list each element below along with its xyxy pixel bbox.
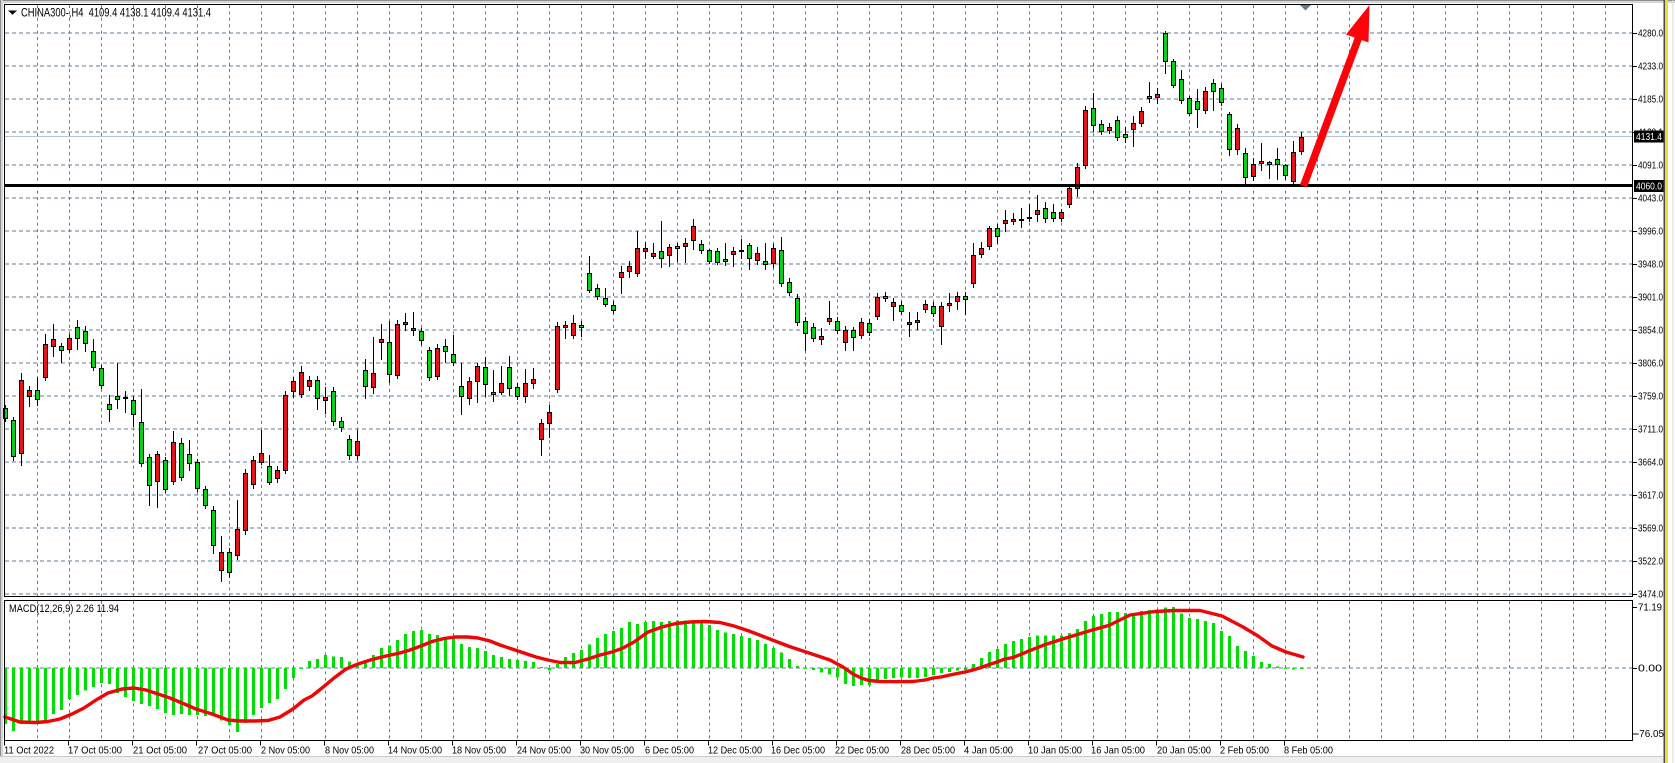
svg-text:12 Dec 05:00: 12 Dec 05:00 [708, 745, 762, 757]
svg-text:3664.0: 3664.0 [1638, 458, 1663, 469]
svg-text:8 Nov 05:00: 8 Nov 05:00 [325, 745, 374, 757]
svg-text:2 Nov 05:00: 2 Nov 05:00 [261, 745, 310, 757]
svg-text:3996.0: 3996.0 [1638, 227, 1663, 238]
svg-text:30 Nov 05:00: 30 Nov 05:00 [580, 745, 634, 757]
svg-text:3948.0: 3948.0 [1638, 260, 1663, 271]
svg-text:3522.0: 3522.0 [1638, 557, 1663, 568]
svg-text:4091.0: 4091.0 [1638, 161, 1663, 172]
svg-text:CHINA300-,H4 4109.4 4138.1 41: CHINA300-,H4 4109.4 4138.1 4109.4 4131.4 [21, 8, 211, 20]
svg-text:8 Feb 05:00: 8 Feb 05:00 [1284, 745, 1333, 757]
svg-text:4 Jan 05:00: 4 Jan 05:00 [964, 745, 1013, 757]
svg-text:71.19: 71.19 [1638, 603, 1662, 614]
svg-text:20 Jan 05:00: 20 Jan 05:00 [1157, 745, 1211, 757]
svg-text:4043.0: 4043.0 [1638, 194, 1663, 205]
svg-text:22 Dec 05:00: 22 Dec 05:00 [835, 745, 889, 757]
svg-text:3711.0: 3711.0 [1638, 425, 1663, 436]
svg-text:3474.0: 3474.0 [1638, 590, 1663, 601]
svg-text:17 Oct 05:00: 17 Oct 05:00 [68, 745, 122, 757]
svg-text:14 Nov 05:00: 14 Nov 05:00 [388, 745, 442, 757]
svg-text:18 Nov 05:00: 18 Nov 05:00 [452, 745, 506, 757]
svg-text:0.00: 0.00 [1638, 664, 1663, 675]
svg-text:21 Oct 05:00: 21 Oct 05:00 [133, 745, 187, 757]
svg-text:6 Dec 05:00: 6 Dec 05:00 [645, 745, 694, 757]
svg-text:10 Jan 05:00: 10 Jan 05:00 [1028, 745, 1082, 757]
svg-text:28 Dec 05:00: 28 Dec 05:00 [901, 745, 955, 757]
svg-text:16 Jan 05:00: 16 Jan 05:00 [1091, 745, 1145, 757]
svg-text:11 Oct 2022: 11 Oct 2022 [4, 745, 54, 757]
svg-text:16 Dec 05:00: 16 Dec 05:00 [771, 745, 825, 757]
svg-text:3759.0: 3759.0 [1638, 392, 1663, 403]
svg-text:4185.0: 4185.0 [1638, 95, 1663, 106]
svg-text:27 Oct 05:00: 27 Oct 05:00 [198, 745, 252, 757]
svg-text:4280.0: 4280.0 [1638, 29, 1663, 40]
svg-text:MACD(12,26,9) 2.26 11.94: MACD(12,26,9) 2.26 11.94 [9, 603, 119, 615]
svg-text:3854.0: 3854.0 [1638, 326, 1663, 337]
svg-text:3901.0: 3901.0 [1638, 293, 1663, 304]
svg-text:3569.0: 3569.0 [1638, 524, 1663, 535]
svg-text:-76.05: -76.05 [1636, 729, 1664, 740]
svg-text:24 Nov 05:00: 24 Nov 05:00 [517, 745, 571, 757]
svg-text:4233.0: 4233.0 [1638, 62, 1663, 73]
svg-text:4060.0: 4060.0 [1636, 182, 1662, 193]
svg-text:4131.4: 4131.4 [1636, 132, 1662, 143]
svg-text:3617.0: 3617.0 [1638, 491, 1663, 502]
svg-text:3806.0: 3806.0 [1638, 359, 1663, 370]
svg-text:2 Feb 05:00: 2 Feb 05:00 [1220, 745, 1269, 757]
